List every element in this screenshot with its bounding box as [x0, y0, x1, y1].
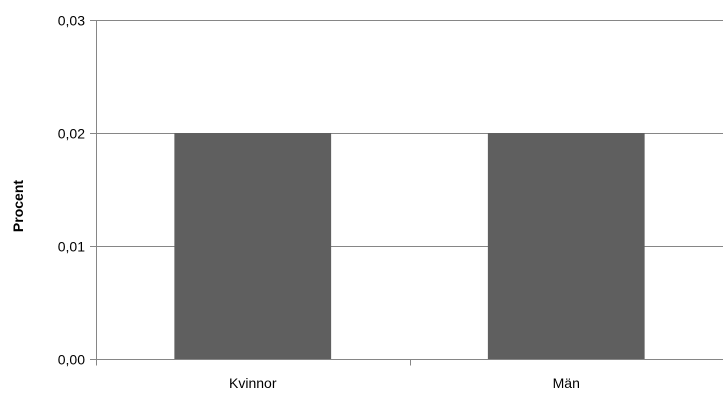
tick-labels: 0,00 0,01 0,02 0,03 Kvinnor Män — [58, 13, 580, 392]
y-tick-label: 0,03 — [58, 13, 85, 29]
y-tick-label: 0,02 — [58, 126, 85, 142]
bar-kvinnor — [174, 133, 332, 359]
x-tick-label: Kvinnor — [229, 375, 277, 391]
bar-män — [487, 133, 645, 359]
y-tick-label: 0,00 — [58, 352, 85, 368]
y-axis-title: Procent — [10, 180, 26, 232]
axes — [90, 20, 723, 366]
x-tick-label: Män — [553, 375, 580, 391]
y-tick-label: 0,01 — [58, 239, 85, 255]
bars — [174, 133, 645, 359]
